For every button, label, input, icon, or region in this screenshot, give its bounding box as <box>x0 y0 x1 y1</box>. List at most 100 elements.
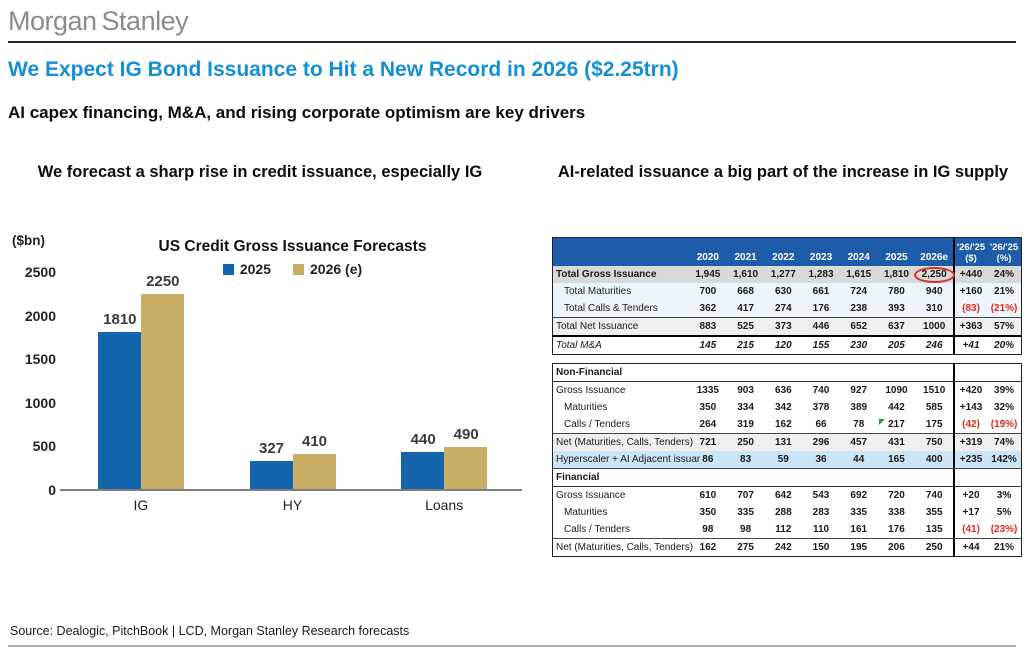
change-cell: (83) <box>953 300 987 317</box>
value-cell: 724 <box>850 286 868 297</box>
column-header-change: '26/'25 (%) <box>987 238 1021 266</box>
value-cell: 161 <box>850 524 868 535</box>
value-cell: 400 <box>925 454 943 465</box>
bar-value-label: 440 <box>410 431 436 448</box>
value-cell: 242 <box>774 542 792 553</box>
y-axis-unit-label: ($bn) <box>12 233 45 248</box>
change-cell: +160 <box>953 283 987 300</box>
value-cell: 661 <box>812 286 830 297</box>
slide-subtitle: AI capex financing, M&A, and rising corp… <box>8 103 586 122</box>
bar-2026-e--IG <box>140 294 184 490</box>
value-cell: 389 <box>850 402 868 413</box>
table-row: Total Calls & Tenders 362 417 274 176 238 393 3… <box>553 300 1021 317</box>
change-cell: (19%) <box>990 419 1018 430</box>
change-cell: +420 <box>953 382 987 399</box>
value-cell: 1,610 <box>733 269 759 280</box>
value-cell: 250 <box>925 542 943 553</box>
change-cell: (42) <box>953 416 987 433</box>
value-cell: 162 <box>699 542 717 553</box>
row-label: Net (Maturities, Calls, Tenders) <box>556 437 694 448</box>
row-label: Total Calls & Tenders <box>564 303 658 314</box>
bar-value-label: 410 <box>301 433 328 450</box>
value-cell: 1,615 <box>846 269 872 280</box>
change-cell: 74% <box>994 437 1015 448</box>
left-chart-heading: We forecast a sharp rise in credit issua… <box>37 163 483 181</box>
column-header-year: 2026e <box>920 252 949 263</box>
value-cell: 59 <box>777 454 789 465</box>
legend-swatch-icon <box>293 263 304 275</box>
legend-item-2025: 2025 <box>222 261 271 277</box>
change-cell: 57% <box>994 321 1015 332</box>
row-label: Calls / Tenders <box>564 524 630 535</box>
bar-value-label: 2250 <box>146 273 180 290</box>
value-cell: 637 <box>888 321 905 332</box>
value-cell: 525 <box>737 321 754 332</box>
value-cell: 86 <box>702 454 714 465</box>
legend-label: 2026 (e) <box>310 261 363 277</box>
slide-title: We Expect IG Bond Issuance to Hit a New … <box>8 58 679 81</box>
right-table-heading: AI-related issuance a big part of the in… <box>557 163 1009 181</box>
change-header-line2: (%) <box>996 252 1012 264</box>
change-cell <box>953 364 987 381</box>
change-cell <box>953 469 987 486</box>
y-tick-label: 1000 <box>24 394 56 411</box>
value-cell: 120 <box>774 340 792 351</box>
value-cell: 362 <box>699 303 717 314</box>
bar-2025-Loans <box>401 452 445 490</box>
value-cell: 446 <box>812 321 830 332</box>
row-label: Total M&A <box>556 340 602 351</box>
bar-2025-IG <box>97 332 141 490</box>
value-cell: 355 <box>925 507 943 518</box>
value-cell: 1,810 <box>883 269 909 280</box>
value-cell: 83 <box>740 454 752 465</box>
circled-value-annotation: 2,250 <box>913 266 955 283</box>
value-cell: 721 <box>699 437 717 448</box>
value-cell: 288 <box>774 507 792 518</box>
value-cell: 238 <box>850 303 868 314</box>
value-cell: 750 <box>925 437 943 448</box>
value-cell: 652 <box>850 321 868 332</box>
value-cell: 195 <box>850 542 868 553</box>
table-row: Total Gross Issuance 1,945 1,610 1,277 1,283… <box>553 266 1021 283</box>
column-header-year: 2021 <box>734 252 757 263</box>
value-cell: 1,945 <box>695 269 721 280</box>
row-label: Financial <box>556 472 600 483</box>
table-row: Net (Maturities, Calls, Tenders) 721 250 13… <box>553 433 1021 451</box>
value-cell: 112 <box>775 524 792 535</box>
row-label: Gross Issuance <box>556 490 626 501</box>
value-cell: 283 <box>812 507 830 518</box>
value-cell: 44 <box>853 454 865 465</box>
column-header-change: '26/'25 ($) <box>953 238 987 266</box>
value-cell: 780 <box>888 286 905 297</box>
value-cell: 176 <box>888 524 905 535</box>
value-cell: 98 <box>740 524 752 535</box>
change-cell: +143 <box>953 399 987 416</box>
value-cell: 883 <box>699 321 717 332</box>
value-cell: 264 <box>699 419 717 430</box>
header-divider <box>8 41 1016 43</box>
change-cell: 20% <box>994 340 1015 351</box>
bar-value-label: 1810 <box>103 311 137 328</box>
change-cell: +44 <box>953 539 987 556</box>
chart-title: US Credit Gross Issuance Forecasts <box>158 238 427 255</box>
value-cell: 335 <box>737 507 754 518</box>
row-label: Gross Issuance <box>556 385 626 396</box>
legend-swatch-icon <box>222 263 234 275</box>
value-cell: 342 <box>774 402 792 413</box>
value-cell: 350 <box>699 507 717 518</box>
value-cell: 155 <box>812 340 830 351</box>
change-cell: 21% <box>994 286 1015 297</box>
y-tick-label: 0 <box>48 482 56 498</box>
value-cell: 275 <box>737 542 754 553</box>
table-row: Financial <box>553 468 1021 487</box>
row-label: Total Maturities <box>564 286 632 297</box>
value-cell: 1000 <box>923 321 946 332</box>
change-cell: 142% <box>991 454 1017 465</box>
table-header-corner <box>553 238 689 266</box>
change-header-line1: '26/'25 <box>989 242 1019 254</box>
change-cell: 21% <box>994 542 1015 553</box>
value-cell: 162 <box>774 419 792 430</box>
value-cell: 543 <box>812 490 830 501</box>
row-label: Total Net Issuance <box>556 321 639 332</box>
row-label: Maturities <box>564 402 608 413</box>
